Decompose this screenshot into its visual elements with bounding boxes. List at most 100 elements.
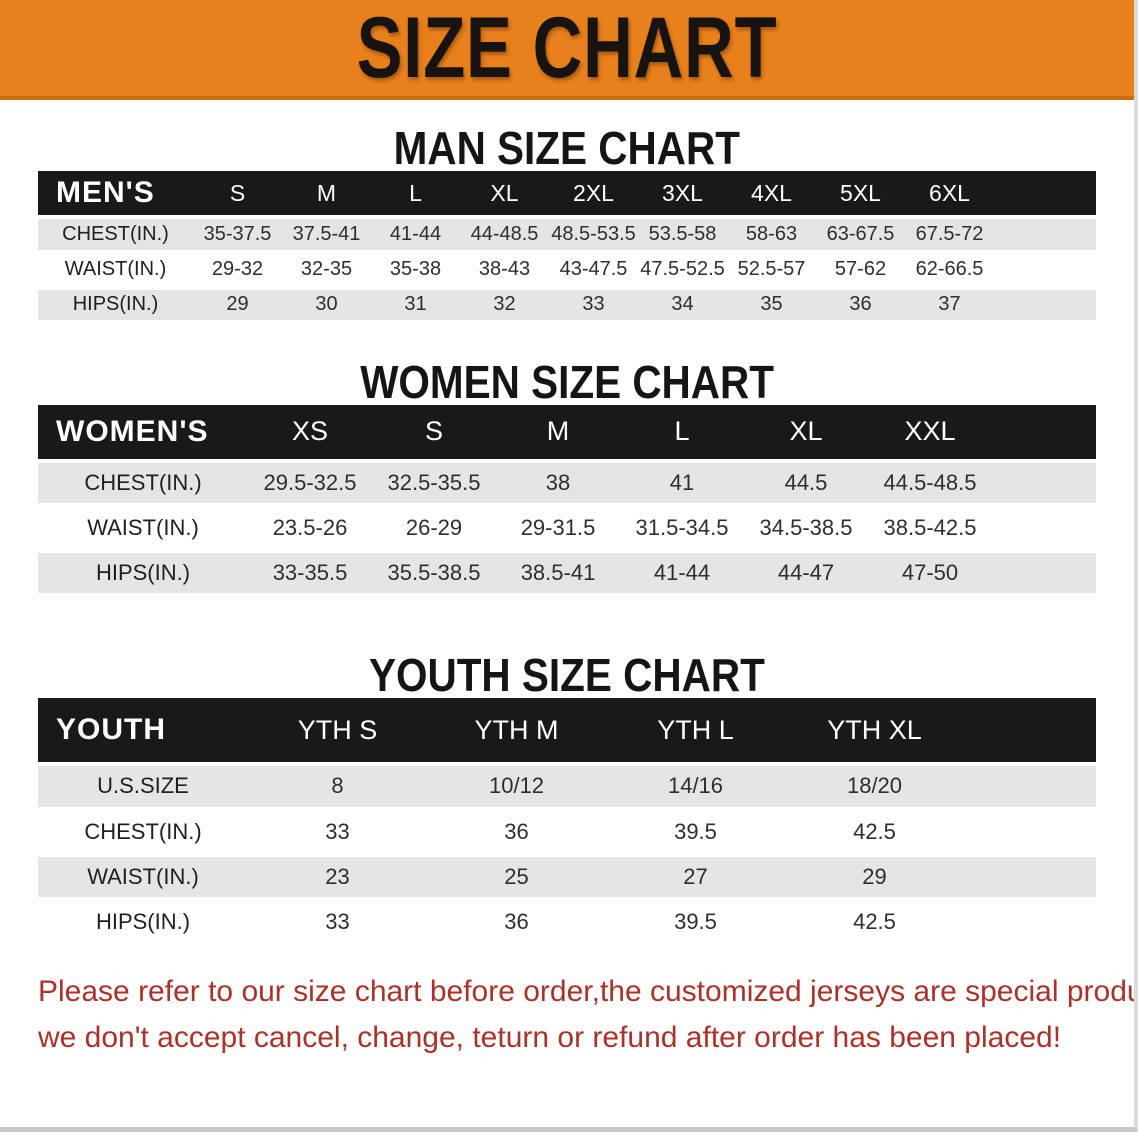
spacer-cell [994, 252, 1096, 290]
size-value: 41-44 [620, 550, 744, 598]
size-value: 31.5-34.5 [620, 505, 744, 553]
measure-label: WAIST(IN.) [38, 854, 248, 902]
size-value: 37 [905, 287, 994, 325]
youth-section-heading: YOUTH SIZE CHART [0, 652, 1134, 698]
size-value: 41 [620, 460, 744, 508]
size-value: 33 [549, 287, 638, 325]
size-column-header: XXL [868, 404, 992, 463]
youth-section-heading-text: YOUTH SIZE CHART [369, 649, 765, 701]
spacer-cell [964, 809, 1096, 857]
size-column-header: XL [460, 171, 549, 219]
size-value: 42.5 [785, 899, 964, 947]
table-row: U.S.SIZE 8 10/12 14/16 18/20 [38, 764, 1096, 812]
table-title-cell: WOMEN'S [38, 404, 248, 463]
spacer-cell [992, 404, 1096, 463]
table-title-cell: MEN'S [38, 171, 193, 219]
measure-label: HIPS(IN.) [38, 287, 193, 325]
men-size-table: MEN'S S M L XL 2XL 3XL 4XL 5XL 6XL CHEST(IN.) 35-37… [38, 171, 1096, 325]
size-value: 34 [638, 287, 727, 325]
size-value: 23.5-26 [248, 505, 372, 553]
disclaimer: Please refer to our size chart before or… [0, 969, 1134, 1061]
table-row: HIPS(IN.) 33 36 39.5 42.5 [38, 899, 1096, 947]
spacer-cell [992, 505, 1096, 553]
women-section-heading: WOMEN SIZE CHART [0, 359, 1134, 405]
table-row: CHEST(IN.) 33 36 39.5 42.5 [38, 809, 1096, 857]
table-row: WAIST(IN.) 23 25 27 29 [38, 854, 1096, 902]
size-column-header: YTH XL [785, 698, 964, 766]
size-value: 35-38 [371, 252, 460, 290]
size-value: 34.5-38.5 [744, 505, 868, 553]
size-value: 63-67.5 [816, 217, 905, 255]
size-value: 26-29 [372, 505, 496, 553]
table-row: CHEST(IN.) 35-37.5 37.5-41 41-44 44-48.5 48.5… [38, 217, 1096, 255]
measure-label: HIPS(IN.) [38, 899, 248, 947]
size-value: 36 [816, 287, 905, 325]
youth-size-section: YOUTH SIZE CHART YOUTH YTH S YTH M YTH L YTH… [0, 652, 1134, 947]
size-value: 38.5-42.5 [868, 505, 992, 553]
size-value: 35 [727, 287, 816, 325]
size-value: 35-37.5 [193, 217, 282, 255]
size-column-header: YTH S [248, 698, 427, 766]
table-row: HIPS(IN.) 33-35.5 35.5-38.5 38.5-41 41-44 44-… [38, 550, 1096, 598]
size-value: 36 [427, 809, 606, 857]
size-value: 52.5-57 [727, 252, 816, 290]
size-column-header: 3XL [638, 171, 727, 219]
measure-label: CHEST(IN.) [38, 217, 193, 255]
size-value: 18/20 [785, 764, 964, 812]
measure-label: WAIST(IN.) [38, 505, 248, 553]
banner: SIZE CHART [0, 0, 1134, 100]
size-value: 38 [496, 460, 620, 508]
size-column-header: XS [248, 404, 372, 463]
size-value: 36 [427, 899, 606, 947]
size-value: 44-47 [744, 550, 868, 598]
size-value: 39.5 [606, 899, 785, 947]
table-title-cell: YOUTH [38, 698, 248, 766]
size-value: 67.5-72 [905, 217, 994, 255]
size-value: 44.5-48.5 [868, 460, 992, 508]
men-size-section: MAN SIZE CHART MEN'S S M L XL 2XL 3XL 4XL 5XL 6XL… [0, 125, 1134, 325]
page-title: SIZE CHART [356, 0, 778, 96]
size-value: 29-32 [193, 252, 282, 290]
size-header-row: WOMEN'S XS S M L XL XXL [38, 404, 1096, 463]
size-column-header: 2XL [549, 171, 638, 219]
size-column-header: 4XL [727, 171, 816, 219]
size-column-header: S [372, 404, 496, 463]
men-section-heading: MAN SIZE CHART [0, 125, 1134, 171]
size-value: 39.5 [606, 809, 785, 857]
size-column-header: 6XL [905, 171, 994, 219]
size-column-header: S [193, 171, 282, 219]
size-value: 30 [282, 287, 371, 325]
size-value: 10/12 [427, 764, 606, 812]
size-value: 57-62 [816, 252, 905, 290]
spacer-cell [964, 899, 1096, 947]
women-size-section: WOMEN SIZE CHART WOMEN'S XS S M L XL XXL CHEST(… [0, 359, 1134, 598]
table-row: WAIST(IN.) 29-32 32-35 35-38 38-43 43-47.5 47.… [38, 252, 1096, 290]
size-value: 58-63 [727, 217, 816, 255]
size-value: 48.5-53.5 [549, 217, 638, 255]
spacer-cell [992, 460, 1096, 508]
size-value: 35.5-38.5 [372, 550, 496, 598]
spacer-cell [994, 287, 1096, 325]
measure-label: CHEST(IN.) [38, 460, 248, 508]
measure-label: CHEST(IN.) [38, 809, 248, 857]
size-column-header: M [282, 171, 371, 219]
disclaimer-line-1: Please refer to our size chart before or… [38, 974, 1138, 1008]
size-value: 62-66.5 [905, 252, 994, 290]
measure-label: WAIST(IN.) [38, 252, 193, 290]
size-value: 14/16 [606, 764, 785, 812]
size-value: 44-48.5 [460, 217, 549, 255]
size-value: 23 [248, 854, 427, 902]
measure-label: U.S.SIZE [38, 764, 248, 812]
size-value: 33 [248, 809, 427, 857]
spacer-cell [994, 171, 1096, 219]
size-value: 42.5 [785, 809, 964, 857]
men-section-heading-text: MAN SIZE CHART [393, 122, 741, 174]
table-row: CHEST(IN.) 29.5-32.5 32.5-35.5 38 41 44.5 44.5… [38, 460, 1096, 508]
size-value: 29.5-32.5 [248, 460, 372, 508]
spacer-cell [964, 764, 1096, 812]
measure-label: HIPS(IN.) [38, 550, 248, 598]
size-value: 32 [460, 287, 549, 325]
size-column-header: YTH M [427, 698, 606, 766]
spacer-cell [994, 217, 1096, 255]
